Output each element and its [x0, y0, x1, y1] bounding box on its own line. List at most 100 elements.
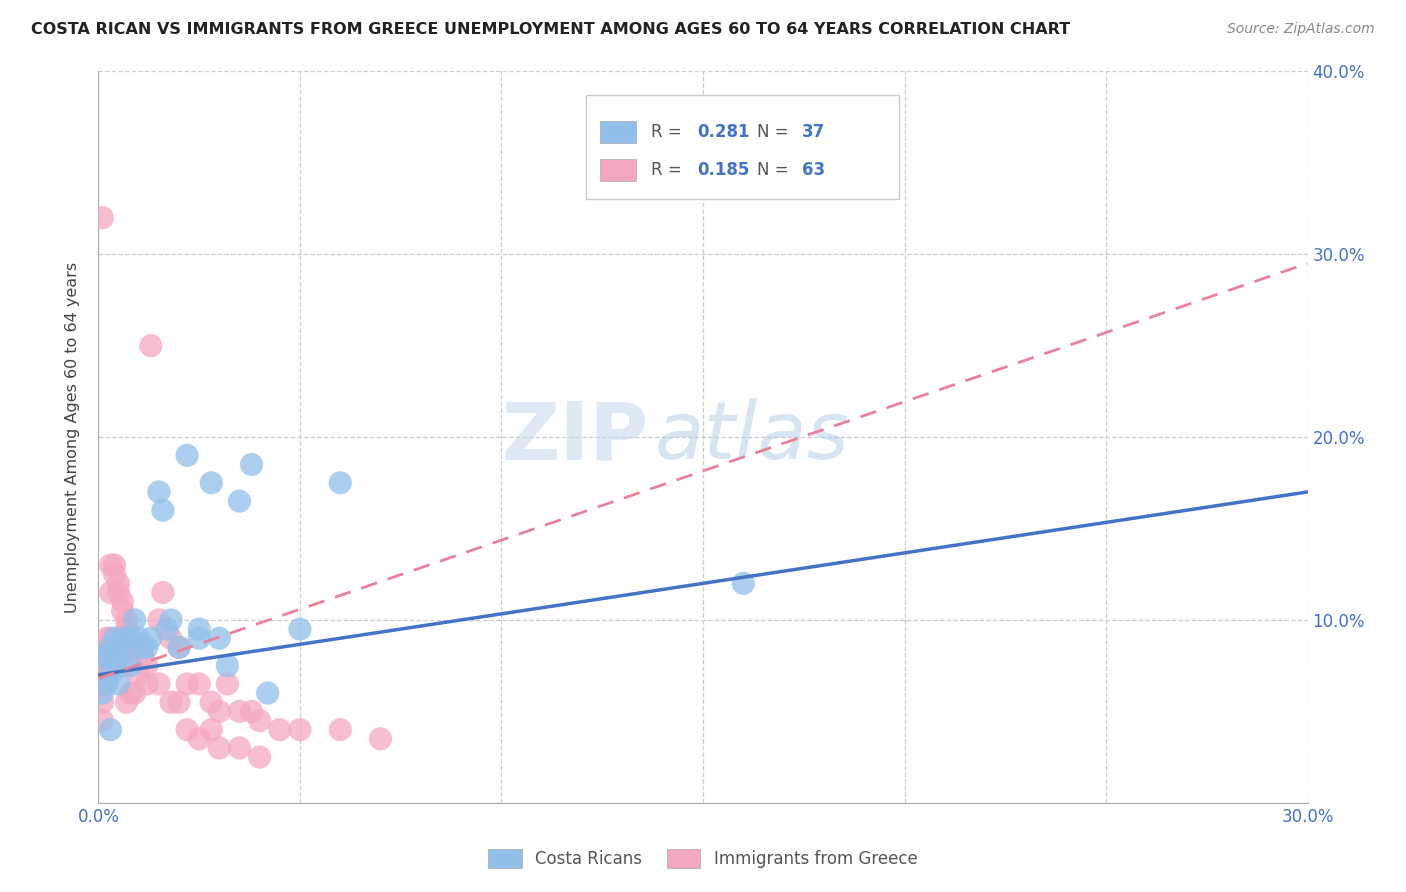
Point [103, 567, 125, 582]
Point [152, 503, 174, 517]
Point [188, 632, 211, 646]
Point [91, 714, 114, 728]
Text: 0.185: 0.185 [697, 161, 749, 179]
Point [100, 640, 122, 655]
Point [111, 604, 134, 618]
Point [96, 667, 118, 681]
Text: R =: R = [651, 161, 688, 179]
Point [107, 585, 129, 599]
Point [91, 649, 114, 664]
Legend: Costa Ricans, Immigrants from Greece: Costa Ricans, Immigrants from Greece [482, 842, 924, 875]
Point [160, 632, 183, 646]
Point [200, 475, 222, 490]
Point [100, 558, 122, 573]
Point [370, 731, 392, 746]
Point [103, 658, 125, 673]
Point [148, 677, 170, 691]
Point [148, 613, 170, 627]
Point [111, 658, 134, 673]
Point [139, 632, 162, 646]
Point [132, 640, 155, 655]
Point [100, 723, 122, 737]
Point [167, 695, 190, 709]
Point [128, 667, 150, 681]
Text: COSTA RICAN VS IMMIGRANTS FROM GREECE UNEMPLOYMENT AMONG AGES 60 TO 64 YEARS COR: COSTA RICAN VS IMMIGRANTS FROM GREECE UN… [31, 22, 1070, 37]
Point [217, 677, 239, 691]
Point [733, 576, 755, 591]
Point [128, 640, 150, 655]
Point [135, 658, 157, 673]
Text: N =: N = [758, 123, 794, 141]
Point [176, 448, 198, 462]
Point [176, 723, 198, 737]
Point [124, 640, 146, 655]
Text: N =: N = [758, 161, 794, 179]
Point [188, 622, 211, 636]
Point [200, 695, 222, 709]
Point [148, 485, 170, 500]
Point [111, 594, 134, 608]
Point [91, 686, 114, 700]
Point [128, 632, 150, 646]
Point [96, 658, 118, 673]
Point [135, 677, 157, 691]
Point [115, 695, 138, 709]
Point [103, 658, 125, 673]
Point [240, 458, 263, 472]
Point [91, 211, 114, 225]
Point [208, 705, 231, 719]
Point [160, 613, 183, 627]
Point [103, 632, 125, 646]
Point [124, 613, 146, 627]
Point [256, 686, 278, 700]
Point [188, 731, 211, 746]
Point [217, 658, 239, 673]
Point [107, 649, 129, 664]
Point [228, 740, 250, 755]
Point [115, 622, 138, 636]
Point [100, 658, 122, 673]
Point [132, 649, 155, 664]
Text: ZIP: ZIP [502, 398, 648, 476]
FancyBboxPatch shape [586, 95, 898, 200]
Point [135, 640, 157, 655]
Point [91, 649, 114, 664]
Point [156, 622, 179, 636]
Point [124, 686, 146, 700]
Point [329, 475, 352, 490]
Point [115, 640, 138, 655]
Point [120, 640, 142, 655]
Point [91, 677, 114, 691]
Point [96, 677, 118, 691]
Text: R =: R = [651, 123, 688, 141]
Text: atlas: atlas [655, 398, 849, 476]
Point [107, 649, 129, 664]
Point [269, 723, 291, 737]
Bar [600, 121, 637, 143]
Point [152, 585, 174, 599]
Point [115, 613, 138, 627]
Point [176, 677, 198, 691]
Point [107, 576, 129, 591]
Text: 37: 37 [803, 123, 825, 141]
Point [228, 494, 250, 508]
Point [120, 658, 142, 673]
Text: 63: 63 [803, 161, 825, 179]
Point [120, 632, 142, 646]
Point [120, 632, 142, 646]
Point [208, 632, 231, 646]
Point [167, 640, 190, 655]
Text: 0.281: 0.281 [697, 123, 749, 141]
Point [329, 723, 352, 737]
Point [96, 632, 118, 646]
Point [100, 667, 122, 681]
Point [249, 714, 271, 728]
Bar [600, 159, 637, 181]
Point [228, 705, 250, 719]
Point [200, 723, 222, 737]
Point [111, 632, 134, 646]
Point [160, 695, 183, 709]
Point [288, 723, 311, 737]
Point [208, 740, 231, 755]
Point [96, 640, 118, 655]
